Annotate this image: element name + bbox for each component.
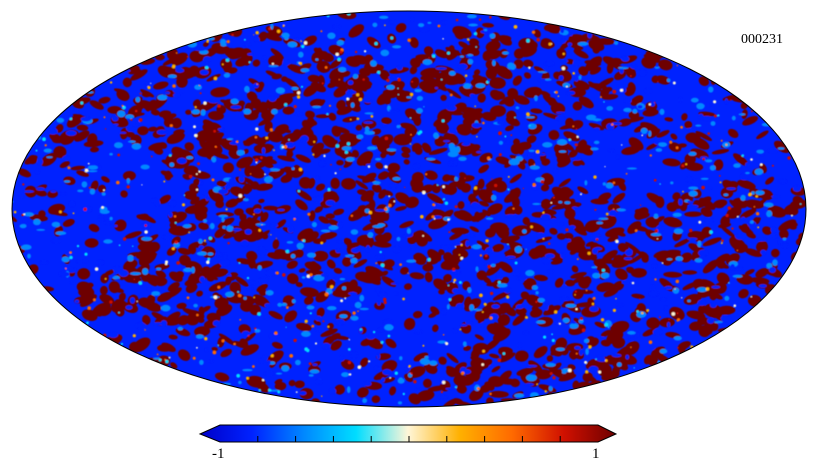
colorbar-max-label: 1	[592, 446, 600, 462]
colorbar-min-label: -1	[212, 446, 225, 462]
colorbar	[198, 424, 618, 443]
temperature-field	[12, 11, 806, 407]
colorbar-ticks	[257, 436, 561, 442]
colorbar-gradient	[198, 424, 618, 443]
map-outline	[11, 10, 807, 408]
map-id-label: 000231	[741, 32, 783, 47]
